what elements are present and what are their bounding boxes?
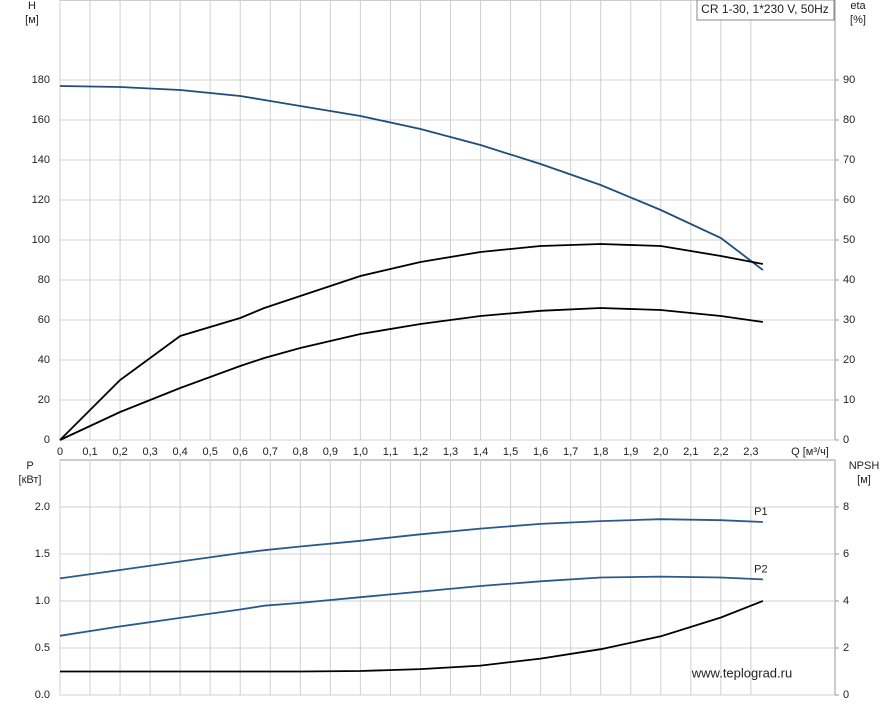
x-tick-label: 1,4 — [473, 446, 488, 458]
y2-tick-label: 4 — [843, 595, 849, 607]
x-tick-label: 0,2 — [112, 446, 127, 458]
x-tick-label: 1,0 — [353, 446, 368, 458]
axis-label: [м] — [857, 474, 871, 486]
y-tick-label: 60 — [38, 314, 50, 326]
series-label: P2 — [754, 563, 767, 575]
y2-tick-label: 8 — [843, 501, 849, 513]
axis-label: eta — [850, 0, 866, 12]
y-tick-label: 180 — [32, 74, 50, 86]
y2-tick-label: 2 — [843, 642, 849, 654]
y-tick-label: 100 — [32, 234, 50, 246]
y-tick-label: 2.0 — [35, 501, 50, 513]
y-tick-label: 1.5 — [35, 548, 50, 560]
y2-tick-label: 60 — [843, 194, 855, 206]
axis-label: P — [26, 460, 33, 472]
curve — [59, 243, 764, 441]
y-tick-label: 120 — [32, 194, 50, 206]
x-tick-label: 0,1 — [82, 446, 97, 458]
y-tick-label: 160 — [32, 114, 50, 126]
x-tick-label: 1,3 — [443, 446, 458, 458]
y2-tick-label: 40 — [843, 274, 855, 286]
y2-tick-label: 80 — [843, 114, 855, 126]
y2-tick-label: 10 — [843, 394, 855, 406]
x-tick-label: 2,0 — [653, 446, 668, 458]
y2-tick-label: 30 — [843, 314, 855, 326]
y2-tick-label: 50 — [843, 234, 855, 246]
x-tick-label: 1,8 — [593, 446, 608, 458]
x-tick-label: 0,8 — [293, 446, 308, 458]
y-tick-label: 0.5 — [35, 642, 50, 654]
x-tick-label: 0,9 — [323, 446, 338, 458]
axis-label: [%] — [850, 14, 866, 26]
x-axis-label: Q [м³/ч] — [791, 446, 829, 458]
axis-label: [кВт] — [19, 474, 42, 486]
series-label: P1 — [754, 506, 767, 518]
x-tick-label: 1,6 — [533, 446, 548, 458]
plot-area — [59, 0, 836, 441]
x-tick-label: 0,6 — [233, 446, 248, 458]
axis-label: [м] — [25, 14, 39, 26]
y-tick-label: 1.0 — [35, 595, 50, 607]
axis-label: H — [28, 0, 36, 12]
y-tick-label: 140 — [32, 154, 50, 166]
y2-tick-label: 70 — [843, 154, 855, 166]
y2-tick-label: 6 — [843, 548, 849, 560]
y-tick-label: 0.0 — [35, 689, 50, 701]
x-tick-label: 0,7 — [263, 446, 278, 458]
curve — [59, 307, 764, 441]
x-tick-label: 1,5 — [503, 446, 518, 458]
x-tick-label: 1,9 — [623, 446, 638, 458]
annotation: CR 1-30, 1*230 V, 50Hz — [701, 2, 829, 16]
x-tick-label: 1,1 — [383, 446, 398, 458]
y-tick-label: 80 — [38, 274, 50, 286]
x-tick-label: 0,3 — [142, 446, 157, 458]
y2-tick-label: 0 — [843, 434, 849, 446]
y2-tick-label: 20 — [843, 354, 855, 366]
y2-tick-label: 0 — [843, 689, 849, 701]
annotation-box — [696, 0, 835, 21]
curve — [59, 518, 763, 580]
axis-label: NPSH — [849, 460, 880, 472]
x-tick-label: 1,2 — [413, 446, 428, 458]
x-tick-label: 0,4 — [173, 446, 188, 458]
x-tick-label: 0,5 — [203, 446, 218, 458]
annotation: www.teplograd.ru — [691, 665, 792, 680]
x-tick-label: 2,2 — [713, 446, 728, 458]
y2-tick-label: 90 — [843, 74, 855, 86]
x-tick-label: 2,3 — [743, 446, 758, 458]
curve — [59, 85, 764, 271]
y-tick-label: 20 — [38, 394, 50, 406]
curve — [59, 575, 763, 637]
curve — [60, 600, 764, 673]
y-tick-label: 40 — [38, 354, 50, 366]
x-tick-label: 2,1 — [683, 446, 698, 458]
x-tick-label: 1,7 — [563, 446, 578, 458]
y-tick-label: 0 — [44, 434, 50, 446]
x-tick-label: 0 — [57, 446, 63, 458]
